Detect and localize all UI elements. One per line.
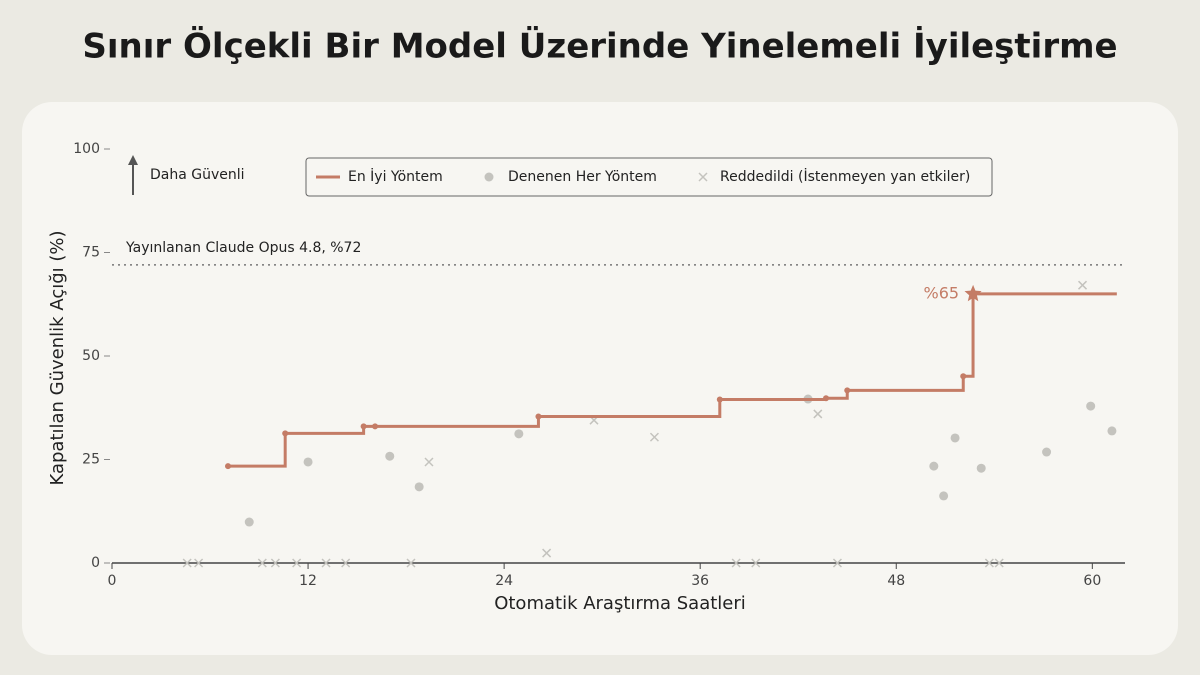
rejected-point: [984, 558, 994, 568]
rejected-point: [321, 558, 331, 568]
y-tick-label: 25: [82, 452, 100, 468]
rejected-point: [182, 558, 192, 568]
tried-point: [929, 461, 939, 471]
best-point: [960, 373, 967, 380]
y-tick-label: 75: [82, 245, 100, 261]
rejected-point: [813, 409, 823, 419]
legend-label: Denenen Her Yöntem: [508, 169, 657, 185]
x-tick-label: 48: [887, 573, 905, 589]
rejected-point: [424, 457, 434, 467]
legend-box: [305, 157, 993, 197]
rejected-point: [257, 558, 267, 568]
x-tick-label: 24: [495, 573, 513, 589]
reference-label: Yayınlanan Claude Opus 4.8, %72: [125, 240, 361, 256]
tried-point: [1107, 426, 1117, 436]
rejected-point: [406, 558, 416, 568]
tried-point: [976, 463, 986, 473]
best-point: [282, 430, 289, 437]
y-tick-label: 0: [91, 555, 100, 571]
tried-point: [1086, 401, 1096, 411]
y-tick-label: 100: [73, 141, 100, 157]
best-point: [823, 395, 830, 402]
legend-label: En İyi Yöntem: [348, 167, 443, 185]
tried-point: [385, 451, 395, 461]
rejected-point: [832, 558, 842, 568]
annotation: %65: [923, 283, 959, 302]
rejected-point: [270, 558, 280, 568]
direction-arrow-head: [128, 155, 138, 165]
best-point: [716, 396, 723, 403]
tried-point: [414, 482, 424, 492]
rejected-point: [751, 558, 761, 568]
rejected-point: [542, 548, 552, 558]
x-tick-label: 0: [108, 573, 117, 589]
chart-title: Sınır Ölçekli Bir Model Üzerinde Yinelem…: [82, 26, 1117, 67]
rejected-point: [649, 432, 659, 442]
rejected-point: [292, 558, 302, 568]
y-tick-label: 50: [82, 348, 100, 364]
best-point: [535, 413, 542, 420]
x-tick-label: 12: [299, 573, 317, 589]
tried-point: [514, 429, 524, 439]
legend-swatch: [484, 172, 494, 182]
best-star: [964, 284, 982, 302]
tried-point: [950, 433, 960, 443]
card: [22, 102, 1178, 655]
tried-point: [303, 457, 313, 467]
direction-label: Daha Güvenli: [150, 167, 245, 183]
y-axis-label: Kapatılan Güvenlik Açığı (%): [47, 230, 68, 485]
tried-point: [244, 517, 254, 527]
best-point: [360, 423, 367, 430]
rejected-point: [341, 558, 351, 568]
x-axis-label: Otomatik Araştırma Saatleri: [494, 593, 746, 614]
rejected-point: [1077, 280, 1088, 290]
rejected-point: [731, 558, 741, 568]
best-point: [225, 463, 232, 470]
best-point: [844, 387, 851, 394]
best-point: [372, 423, 379, 430]
rejected-point: [994, 558, 1004, 568]
rejected-point: [194, 558, 204, 568]
x-tick-label: 36: [691, 573, 709, 589]
tried-point: [939, 491, 949, 501]
legend-swatch: [698, 172, 708, 182]
tried-point: [1042, 447, 1052, 457]
x-tick-label: 60: [1083, 573, 1101, 589]
legend-label: Reddedildi (İstenmeyen yan etkiler): [720, 167, 970, 185]
